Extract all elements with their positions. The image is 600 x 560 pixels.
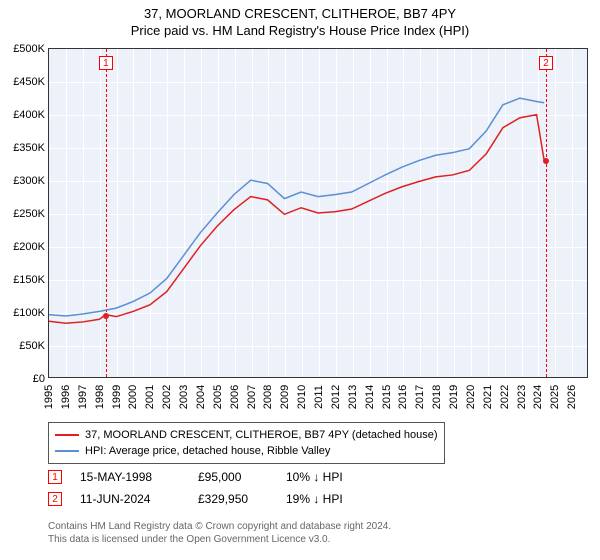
x-tick-label: 1995 xyxy=(43,385,55,409)
chart-subtitle: Price paid vs. HM Land Registry's House … xyxy=(0,21,600,38)
x-tick-label: 1999 xyxy=(111,385,123,409)
x-tick-label: 2015 xyxy=(381,385,393,409)
x-tick-label: 2005 xyxy=(212,385,224,409)
legend-label: HPI: Average price, detached house, Ribb… xyxy=(85,443,330,459)
x-tick-label: 2021 xyxy=(482,385,494,409)
legend-swatch xyxy=(55,434,79,436)
y-tick-label: £400K xyxy=(13,109,45,121)
x-tick-label: 2002 xyxy=(161,385,173,409)
x-tick-label: 2009 xyxy=(279,385,291,409)
sale-marker-box: 1 xyxy=(99,56,113,70)
x-tick-label: 2022 xyxy=(499,385,511,409)
x-tick-label: 1996 xyxy=(60,385,72,409)
x-tick-label: 2012 xyxy=(330,385,342,409)
chart-plot-area: £0£50K£100K£150K£200K£250K£300K£350K£400… xyxy=(48,48,588,378)
chart-lines-svg xyxy=(49,49,587,377)
x-tick-label: 2008 xyxy=(262,385,274,409)
x-tick-label: 2026 xyxy=(566,385,578,409)
x-tick-label: 2004 xyxy=(195,385,207,409)
data-row-date: 15-MAY-1998 xyxy=(80,470,180,484)
data-row-price: £329,950 xyxy=(198,492,268,506)
x-tick-label: 2019 xyxy=(448,385,460,409)
data-row: 1 15-MAY-1998 £95,000 10% ↓ HPI xyxy=(48,466,376,488)
y-tick-label: £50K xyxy=(19,340,45,352)
series-line-property xyxy=(49,115,544,324)
x-tick-label: 2018 xyxy=(431,385,443,409)
x-tick-label: 2000 xyxy=(127,385,139,409)
x-tick-label: 2014 xyxy=(364,385,376,409)
y-tick-label: £300K xyxy=(13,175,45,187)
legend-row: HPI: Average price, detached house, Ribb… xyxy=(55,443,438,459)
footer-text: Contains HM Land Registry data © Crown c… xyxy=(48,520,391,546)
footer-line2: This data is licensed under the Open Gov… xyxy=(48,533,391,546)
y-tick-label: £350K xyxy=(13,142,45,154)
y-tick-label: £450K xyxy=(13,76,45,88)
y-tick-label: £100K xyxy=(13,307,45,319)
legend-label: 37, MOORLAND CRESCENT, CLITHEROE, BB7 4P… xyxy=(85,427,438,443)
x-tick-label: 2024 xyxy=(532,385,544,409)
x-tick-label: 2023 xyxy=(516,385,528,409)
data-row-marker: 2 xyxy=(48,492,62,506)
x-tick-label: 2017 xyxy=(414,385,426,409)
legend-swatch xyxy=(55,450,79,452)
chart-title: 37, MOORLAND CRESCENT, CLITHEROE, BB7 4P… xyxy=(0,0,600,21)
sale-marker-dot xyxy=(543,158,549,164)
x-tick-label: 2011 xyxy=(313,385,325,409)
data-row-price: £95,000 xyxy=(198,470,268,484)
data-row-pct: 19% ↓ HPI xyxy=(286,492,376,506)
data-row-marker: 1 xyxy=(48,470,62,484)
data-row: 2 11-JUN-2024 £329,950 19% ↓ HPI xyxy=(48,488,376,510)
sale-marker-box: 2 xyxy=(539,56,553,70)
data-row-date: 11-JUN-2024 xyxy=(80,492,180,506)
x-tick-label: 1998 xyxy=(94,385,106,409)
y-tick-label: £0 xyxy=(33,373,45,385)
x-tick-label: 2001 xyxy=(144,385,156,409)
x-tick-label: 1997 xyxy=(77,385,89,409)
data-row-pct: 10% ↓ HPI xyxy=(286,470,376,484)
sales-data-table: 1 15-MAY-1998 £95,000 10% ↓ HPI 2 11-JUN-2024… xyxy=(48,466,376,510)
y-tick-label: £500K xyxy=(13,43,45,55)
x-tick-label: 2003 xyxy=(178,385,190,409)
y-tick-label: £250K xyxy=(13,208,45,220)
legend-row: 37, MOORLAND CRESCENT, CLITHEROE, BB7 4P… xyxy=(55,427,438,443)
y-tick-label: £150K xyxy=(13,274,45,286)
x-tick-label: 2006 xyxy=(229,385,241,409)
x-tick-label: 2007 xyxy=(246,385,258,409)
legend: 37, MOORLAND CRESCENT, CLITHEROE, BB7 4P… xyxy=(48,422,445,464)
x-tick-label: 2020 xyxy=(465,385,477,409)
series-line-hpi xyxy=(49,98,544,316)
x-tick-label: 2013 xyxy=(347,385,359,409)
sale-marker-dot xyxy=(103,313,109,319)
footer-line1: Contains HM Land Registry data © Crown c… xyxy=(48,520,391,533)
y-tick-label: £200K xyxy=(13,241,45,253)
x-tick-label: 2010 xyxy=(296,385,308,409)
x-tick-label: 2016 xyxy=(397,385,409,409)
x-tick-label: 2025 xyxy=(549,385,561,409)
